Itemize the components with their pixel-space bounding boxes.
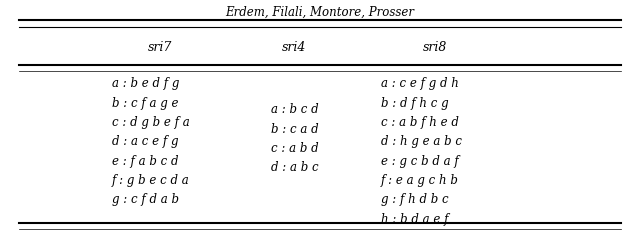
Text: f : g b e c d a: f : g b e c d a <box>112 174 189 187</box>
Text: b : c a d: b : c a d <box>271 122 318 136</box>
Text: sri7: sri7 <box>148 41 172 54</box>
Text: d : h g e a b c: d : h g e a b c <box>381 135 462 148</box>
Text: b : c f a g e: b : c f a g e <box>112 97 179 110</box>
Text: g : c f d a b: g : c f d a b <box>112 193 179 206</box>
Text: sri4: sri4 <box>282 41 307 54</box>
Text: c : a b f h e d: c : a b f h e d <box>381 116 459 129</box>
Text: a : b e d f g: a : b e d f g <box>112 77 179 90</box>
Text: d : a c e f g: d : a c e f g <box>112 135 179 148</box>
Text: b : d f h c g: b : d f h c g <box>381 97 449 110</box>
Text: g : f h d b c: g : f h d b c <box>381 193 449 206</box>
Text: h : b d a e f: h : b d a e f <box>381 213 448 226</box>
Text: c : d g b e f a: c : d g b e f a <box>112 116 189 129</box>
Text: e : f a b c d: e : f a b c d <box>112 155 179 168</box>
Text: d : a b c: d : a b c <box>271 161 318 174</box>
Text: c : a b d: c : a b d <box>271 142 318 155</box>
Text: e : g c b d a f: e : g c b d a f <box>381 155 458 168</box>
Text: a : b c d: a : b c d <box>271 103 318 116</box>
Text: f : e a g c h b: f : e a g c h b <box>381 174 459 187</box>
Text: a : c e f g d h: a : c e f g d h <box>381 77 459 90</box>
Text: Erdem, Filali, Montore, Prosser: Erdem, Filali, Montore, Prosser <box>225 6 415 19</box>
Text: sri8: sri8 <box>423 41 447 54</box>
